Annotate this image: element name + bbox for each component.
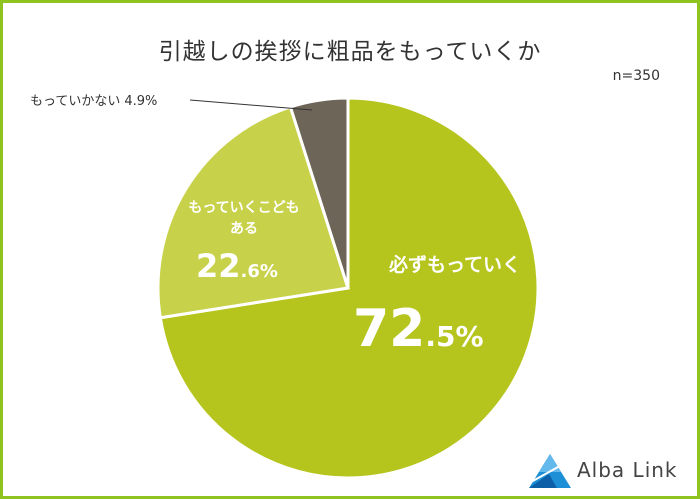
sample-size-label: n=350 — [612, 68, 660, 84]
label-sometimes-bring-value-decimal: .6% — [241, 261, 278, 282]
label-not-bring-value: 4.9% — [124, 94, 157, 109]
slice-sometimes-bring — [156, 105, 350, 320]
chart-title: 引越しの挨拶に粗品をもっていくか — [158, 39, 542, 65]
alba-link-logo-text: Alba Link — [577, 458, 678, 482]
label-always-bring-value-main: 72 — [353, 299, 425, 359]
label-not-bring-name: もっていかない — [30, 94, 120, 109]
label-sometimes-bring-line1: もっていくこども — [188, 200, 299, 216]
label-sometimes-bring-value: 22.6% — [196, 247, 278, 285]
alba-link-logo-icon — [529, 454, 571, 488]
label-not-bring: もっていかない 4.9% — [30, 94, 157, 109]
label-always-bring-value: 72.5% — [353, 299, 484, 359]
label-always-bring-name: 必ずもっていく — [388, 253, 521, 276]
label-sometimes-bring-value-main: 22 — [196, 247, 241, 285]
label-sometimes-bring-line2: ある — [230, 221, 258, 237]
leader-line — [189, 99, 313, 111]
slice-not-bring — [288, 96, 350, 289]
label-always-bring-value-decimal: .5% — [425, 320, 483, 353]
